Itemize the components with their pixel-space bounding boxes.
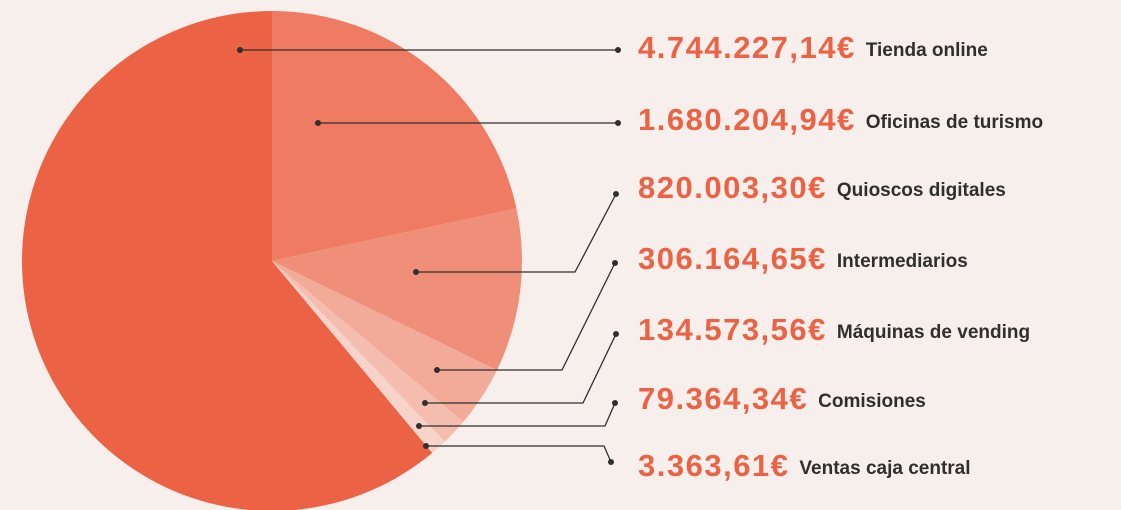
leader-dot (237, 47, 243, 53)
pie-slice (272, 261, 497, 422)
category-label: Máquinas de vending (837, 322, 1030, 343)
pie-slice (22, 11, 433, 510)
leader-dot (608, 459, 614, 465)
value-label: 3.363,61€ (638, 448, 789, 483)
pie-slice (272, 261, 445, 453)
pie-slice (272, 11, 517, 261)
leader-dot (422, 400, 428, 406)
leader-line (426, 445, 612, 463)
value-label: 79.364,34€ (638, 381, 808, 416)
leader-lines (237, 47, 621, 465)
pie-slice (272, 208, 522, 371)
pie-slice (272, 261, 433, 453)
leader-dot (315, 120, 321, 126)
category-label: Comisiones (818, 391, 926, 412)
value-label: 1.680.204,94€ (638, 102, 856, 137)
leader-dot (615, 120, 621, 126)
leader-dot (612, 400, 618, 406)
leader-dot (416, 423, 422, 429)
leader-line (419, 402, 616, 427)
leader-dot (613, 191, 619, 197)
category-label: Ventas caja central (799, 458, 970, 479)
leader-line (425, 333, 617, 404)
leader-dot (434, 367, 440, 373)
leader-line (437, 262, 616, 371)
value-label: 134.573,56€ (638, 312, 827, 347)
category-label: Tienda online (866, 40, 988, 61)
leader-dot (423, 443, 429, 449)
category-label: Quioscos digitales (837, 180, 1006, 201)
value-label: 820.003,30€ (638, 170, 827, 205)
leader-line (416, 193, 617, 273)
leader-dot (413, 269, 419, 275)
leader-dot (613, 331, 619, 337)
pie-slice (272, 261, 464, 442)
category-label: Intermediarios (837, 251, 968, 272)
category-label: Oficinas de turismo (866, 112, 1043, 133)
leader-dot (612, 260, 618, 266)
value-label: 306.164,65€ (638, 241, 827, 276)
value-label: 4.744.227,14€ (638, 30, 856, 65)
pie (22, 11, 522, 510)
labels: 4.744.227,14€ Tienda online 1.680.204,94€ O… (638, 30, 1043, 483)
leader-dot (615, 47, 621, 53)
